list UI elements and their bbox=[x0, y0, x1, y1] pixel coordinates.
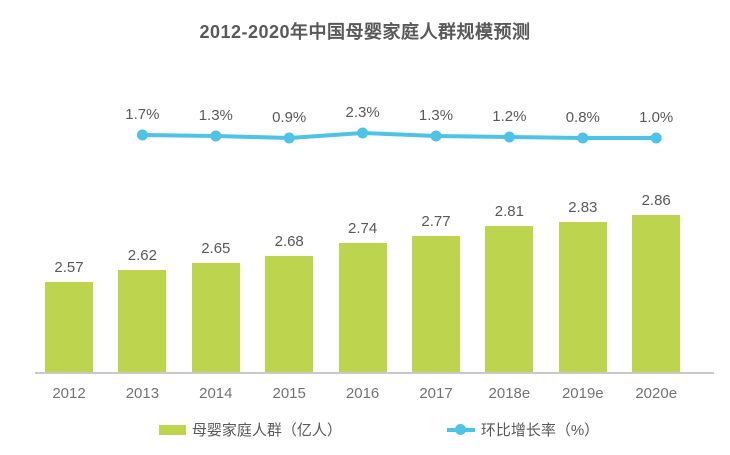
bar-2014 bbox=[191, 263, 240, 372]
pct-label-2013: 1.7% bbox=[125, 106, 160, 123]
x-tick-2017: 2017 bbox=[419, 385, 453, 402]
bar-value-2018e: 2.81 bbox=[494, 203, 524, 220]
line-series-marker-icon bbox=[446, 424, 475, 435]
x-tick-2013: 2013 bbox=[125, 385, 160, 402]
bar-2013 bbox=[118, 270, 167, 372]
pct-label-2014: 1.3% bbox=[198, 107, 233, 124]
chart-title: 2012-2020年中国母婴家庭人群规模预测 bbox=[199, 22, 531, 42]
x-tick-2020e: 2020e bbox=[635, 385, 678, 402]
pct-label-2020e: 1.0% bbox=[639, 109, 674, 126]
bar-2012 bbox=[45, 282, 93, 372]
pct-label-2017: 1.3% bbox=[418, 107, 454, 124]
x-tick-2015: 2015 bbox=[272, 385, 306, 402]
bar-value-2019e: 2.83 bbox=[568, 199, 598, 216]
line-marker-dot-icon bbox=[455, 424, 467, 435]
bar-2018e bbox=[485, 226, 534, 372]
bar-2016 bbox=[338, 243, 387, 372]
pct-label-2015: 0.9% bbox=[272, 109, 307, 126]
bar-value-2012: 2.57 bbox=[54, 259, 84, 276]
bar-value-2020e: 2.86 bbox=[641, 192, 671, 209]
bar-2019e bbox=[558, 222, 607, 372]
x-tick-2018e: 2018e bbox=[488, 385, 531, 402]
bar-series-swatch-icon bbox=[158, 424, 186, 435]
x-tick-2016: 2016 bbox=[345, 385, 380, 402]
bar-2015 bbox=[265, 256, 314, 372]
bar-value-2015: 2.68 bbox=[274, 233, 304, 250]
x-tick-2019e: 2019e bbox=[561, 385, 604, 402]
bar-value-2017: 2.77 bbox=[421, 213, 451, 230]
legend-item-growth-line: 环比增长率（%） bbox=[446, 419, 600, 440]
pct-label-2016: 2.3% bbox=[345, 104, 380, 121]
bar-value-2014: 2.65 bbox=[201, 240, 231, 257]
bar-2020e bbox=[632, 215, 681, 372]
bar-value-2013: 2.62 bbox=[127, 247, 157, 264]
bar-series-label: 母婴家庭人群（亿人） bbox=[191, 422, 342, 439]
pct-label-2018e: 1.2% bbox=[492, 108, 527, 125]
bar-value-2016: 2.74 bbox=[347, 220, 378, 237]
x-tick-2014: 2014 bbox=[199, 385, 233, 402]
pct-label-2019e: 0.8% bbox=[565, 109, 600, 126]
legend: 母婴家庭人群（亿人） 环比增长率（%） bbox=[14, 419, 730, 440]
bar-2017 bbox=[412, 236, 460, 372]
line-series-label: 环比增长率（%） bbox=[480, 422, 600, 439]
x-axis-line bbox=[35, 372, 714, 374]
legend-item-population-bars: 母婴家庭人群（亿人） bbox=[158, 419, 342, 440]
x-tick-2012: 2012 bbox=[52, 385, 86, 402]
